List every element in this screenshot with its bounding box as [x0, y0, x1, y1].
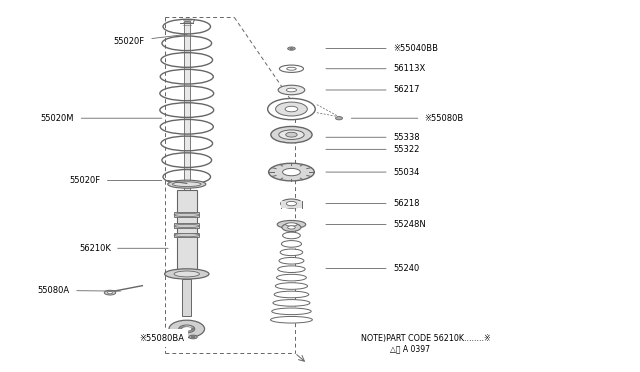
Text: ※55040BB: ※55040BB	[326, 44, 438, 53]
Ellipse shape	[173, 182, 201, 186]
Bar	[184, 21, 190, 190]
Ellipse shape	[174, 213, 200, 217]
Ellipse shape	[286, 201, 296, 206]
Ellipse shape	[189, 335, 197, 339]
Bar	[177, 190, 197, 272]
Ellipse shape	[287, 47, 295, 50]
Text: 55020F: 55020F	[114, 34, 187, 46]
Text: NOTE)PART CODE 56210K........※: NOTE)PART CODE 56210K........※	[361, 334, 491, 343]
Ellipse shape	[286, 88, 296, 92]
Text: 55020F: 55020F	[69, 176, 162, 185]
Text: 56210K: 56210K	[79, 244, 168, 253]
Ellipse shape	[280, 65, 303, 73]
Ellipse shape	[271, 317, 312, 323]
Text: ※55080BA: ※55080BA	[139, 334, 184, 343]
Ellipse shape	[285, 132, 297, 137]
Text: ※55080B: ※55080B	[351, 114, 464, 123]
Ellipse shape	[279, 130, 304, 140]
Ellipse shape	[335, 116, 342, 120]
Ellipse shape	[168, 180, 206, 188]
Text: △３ A 0397: △３ A 0397	[390, 344, 430, 353]
Ellipse shape	[174, 234, 200, 237]
Ellipse shape	[278, 85, 305, 95]
Ellipse shape	[268, 99, 316, 120]
Ellipse shape	[174, 271, 200, 277]
Ellipse shape	[169, 320, 205, 338]
Ellipse shape	[290, 48, 293, 49]
Ellipse shape	[274, 291, 308, 298]
Text: 55020M: 55020M	[41, 114, 162, 123]
Text: 56217: 56217	[326, 86, 419, 94]
Text: 55034: 55034	[326, 167, 419, 177]
Bar	[174, 212, 200, 217]
Ellipse shape	[283, 169, 300, 176]
Ellipse shape	[282, 223, 301, 231]
Bar	[281, 201, 302, 208]
Ellipse shape	[287, 226, 295, 229]
Text: 55080A: 55080A	[38, 286, 120, 295]
Ellipse shape	[278, 266, 305, 272]
Ellipse shape	[164, 269, 209, 279]
Ellipse shape	[273, 299, 310, 306]
Ellipse shape	[277, 221, 306, 228]
Ellipse shape	[174, 224, 200, 228]
Ellipse shape	[104, 290, 116, 295]
Ellipse shape	[272, 308, 311, 315]
Ellipse shape	[276, 274, 307, 281]
Text: 56218: 56218	[326, 199, 419, 208]
Ellipse shape	[279, 257, 304, 264]
Ellipse shape	[285, 223, 297, 226]
Ellipse shape	[281, 199, 302, 208]
Text: 55322: 55322	[326, 145, 419, 154]
Ellipse shape	[269, 163, 314, 181]
Ellipse shape	[285, 106, 298, 112]
Ellipse shape	[179, 325, 195, 333]
Ellipse shape	[275, 283, 308, 289]
Ellipse shape	[282, 241, 301, 247]
Bar	[174, 232, 200, 237]
Ellipse shape	[280, 249, 303, 256]
Text: 55248N: 55248N	[326, 220, 426, 229]
Ellipse shape	[287, 67, 296, 70]
Ellipse shape	[191, 336, 195, 338]
Text: 56113X: 56113X	[326, 64, 425, 73]
Ellipse shape	[283, 232, 300, 239]
Ellipse shape	[276, 102, 307, 116]
Bar	[182, 279, 191, 316]
Text: 55338: 55338	[326, 133, 420, 142]
Text: 55240: 55240	[326, 264, 419, 273]
Ellipse shape	[271, 126, 312, 143]
Bar	[174, 223, 200, 228]
Ellipse shape	[108, 292, 113, 294]
